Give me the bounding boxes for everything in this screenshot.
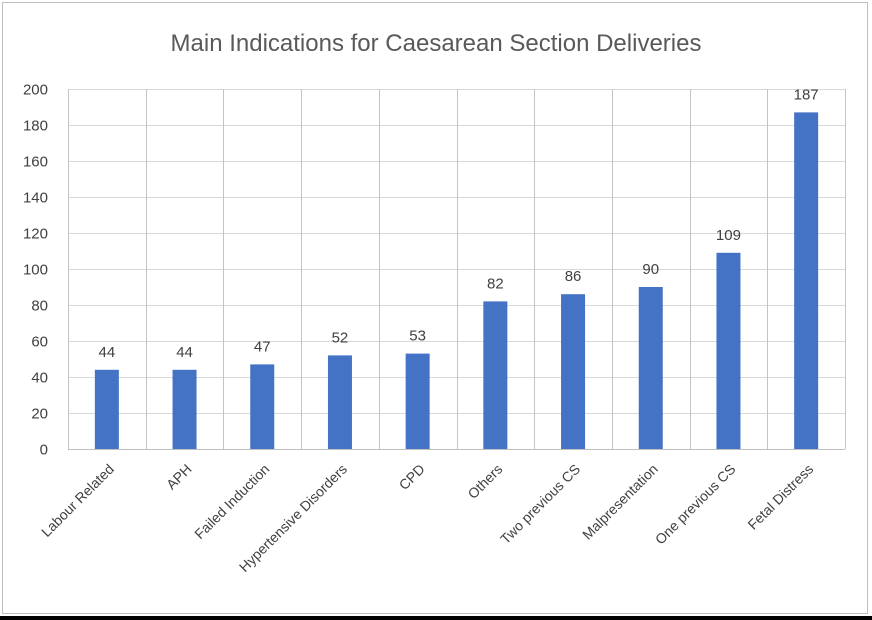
y-tick-label: 80 (31, 298, 48, 315)
data-label: 52 (332, 329, 349, 346)
data-labels: 44 44 47 52 53 82 86 90 109 187 (99, 86, 819, 360)
category-label: Others (464, 461, 505, 502)
data-label: 44 (99, 344, 116, 361)
bar (172, 369, 197, 449)
y-tick-label: 60 (31, 334, 48, 351)
bar (483, 301, 508, 449)
bars (94, 112, 819, 450)
bar (405, 353, 430, 449)
category-label: Malpresentation (579, 461, 661, 543)
y-tick-label: 40 (31, 370, 48, 387)
bar (794, 112, 819, 450)
data-label: 187 (794, 86, 819, 103)
category-label: Labour Related (38, 461, 117, 540)
y-tick-label: 20 (31, 406, 48, 423)
y-tick-label: 0 (40, 442, 48, 459)
y-tick-label: 160 (23, 154, 48, 171)
category-label: Fetal Distress (744, 461, 816, 533)
y-axis-ticks: 0 20 40 60 80 100 120 140 160 180 200 (23, 82, 48, 459)
y-tick-label: 120 (23, 226, 48, 243)
data-label: 86 (565, 268, 582, 285)
y-tick-label: 200 (23, 82, 48, 99)
bottom-border (0, 616, 872, 620)
bar (94, 369, 119, 449)
category-label: Two previous CS (497, 461, 583, 547)
category-label: CPD (396, 461, 428, 493)
bar (716, 252, 741, 449)
data-label: 109 (716, 227, 741, 244)
y-tick-label: 100 (23, 262, 48, 279)
data-label: 47 (254, 338, 271, 355)
y-tick-label: 180 (23, 118, 48, 135)
bar (561, 294, 586, 449)
category-label: One previous CS (652, 461, 739, 548)
data-label: 44 (176, 344, 193, 361)
bar (327, 355, 352, 449)
data-label: 90 (642, 261, 659, 278)
bar (250, 364, 275, 449)
bar (638, 287, 663, 449)
category-label: APH (163, 461, 195, 493)
data-label: 53 (409, 328, 426, 345)
data-label: 82 (487, 275, 504, 292)
chart-title: Main Indications for Caesarean Section D… (171, 30, 702, 57)
y-tick-label: 140 (23, 190, 48, 207)
category-label: Failed Induction (191, 461, 272, 542)
grid-layer (68, 89, 846, 450)
